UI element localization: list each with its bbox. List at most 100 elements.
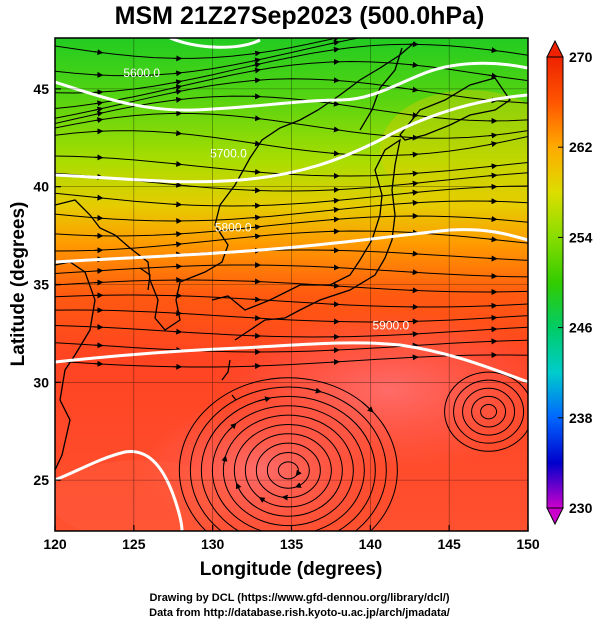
- streamline-arrow: [409, 151, 419, 158]
- height-contours: [55, 38, 528, 531]
- contour-5900-south: [55, 450, 184, 531]
- colorbar-label: 254: [569, 229, 593, 245]
- streamline-arrow: [330, 282, 340, 289]
- streamline-arrow: [94, 267, 104, 274]
- vortex-arrow: [221, 455, 228, 465]
- colorbar-label: 262: [569, 139, 593, 155]
- streamline-arrow: [252, 115, 262, 122]
- vortex-arrow: [361, 401, 374, 413]
- streamline-arrow: [173, 328, 183, 335]
- contour-label: 5900.0: [372, 318, 409, 332]
- streamline-arrow: [488, 132, 498, 139]
- x-axis-ticks: 120 125 130 135 140 145 150: [43, 525, 540, 552]
- streamline-arrow: [173, 96, 183, 103]
- streamline-arrow: [409, 189, 419, 196]
- x-tick-label: 135: [280, 536, 304, 552]
- streamline-arrow: [252, 214, 262, 221]
- streamline-arrow: [409, 61, 419, 68]
- colorbar-label: 238: [569, 410, 593, 426]
- streamline-arrow: [330, 126, 340, 133]
- streamline-arrow: [410, 29, 418, 30]
- vortex-streamline: [222, 414, 354, 527]
- streamline-arrow: [330, 39, 340, 46]
- vortex-arrow: [227, 422, 237, 432]
- colorbar-label: 246: [569, 320, 593, 336]
- streamline-arrow: [252, 140, 262, 147]
- contour-5600: [55, 61, 528, 112]
- streamline-arrow: [330, 150, 340, 157]
- streamline-arrow: [173, 181, 183, 188]
- streamline-arrow: [252, 224, 262, 231]
- vortex-streamline: [200, 395, 376, 531]
- vortex-streamline: [453, 379, 525, 444]
- streamline-arrow: [488, 163, 498, 170]
- vortex-streamline: [266, 452, 310, 489]
- streamline-arrow: [488, 72, 498, 79]
- streamline-arrow: [330, 216, 340, 223]
- streamline-arrow: [488, 47, 498, 54]
- x-axis-label: Longitude (degrees): [200, 559, 383, 580]
- x-tick-label: 145: [437, 536, 461, 552]
- y-tick-label: 40: [33, 179, 49, 195]
- streamline-arrow: [94, 100, 104, 107]
- streamline-arrow: [173, 70, 183, 77]
- streamline-arrow: [252, 50, 262, 57]
- vortex-arrow: [306, 387, 322, 394]
- colorbar-bottom-arrow: [546, 507, 564, 526]
- colorbar-top-arrow: [546, 39, 564, 58]
- contour-5900: [55, 341, 528, 384]
- y-tick-label: 25: [33, 472, 49, 488]
- streamline-arrow: [173, 130, 183, 137]
- contour-labels: 5600.0 5700.0 5800.0 5900.0: [123, 66, 409, 332]
- streamline-arrow: [173, 79, 183, 86]
- vortex-streamline: [255, 442, 321, 499]
- streamline-arrow: [330, 77, 340, 84]
- colorbar-label: 230: [569, 500, 593, 516]
- vortex-streamline: [480, 403, 498, 420]
- x-tick-label: 130: [201, 536, 225, 552]
- streamline-arrow: [409, 180, 419, 187]
- vortex-arrow: [295, 482, 302, 488]
- streamline-arrow: [252, 233, 262, 240]
- vortex-streamline: [189, 386, 387, 531]
- streamline-arrow: [94, 117, 104, 124]
- x-tick-label: 120: [43, 536, 67, 552]
- vortex-arrow: [295, 469, 302, 477]
- streamline-arrow: [173, 160, 183, 167]
- contour-label: 5800.0: [215, 221, 252, 235]
- streamline-arrow: [409, 170, 419, 177]
- vortex-streamline: [178, 377, 398, 531]
- y-tick-label: 45: [33, 81, 49, 97]
- contour-5500: [169, 38, 261, 49]
- y-axis-label: Latitude (degrees): [8, 202, 29, 367]
- vortex-streamline: [211, 405, 365, 531]
- grid-lines: [55, 38, 528, 531]
- streamline-arrow: [488, 141, 498, 148]
- streamline-arrow: [94, 342, 104, 349]
- streamline-arrow: [94, 106, 104, 113]
- y-tick-label: 35: [33, 277, 49, 293]
- streamline-arrow: [94, 214, 104, 221]
- chart-title: MSM 21Z27Sep2023 (500.0hPa): [114, 2, 485, 30]
- x-tick-label: 125: [122, 536, 146, 552]
- contour-label: 5600.0: [123, 66, 160, 80]
- contour-5700: [55, 93, 528, 184]
- colorbar-label: 270: [569, 49, 593, 65]
- streamline-arrow: [409, 112, 419, 119]
- colorbar-gradient: [546, 56, 564, 509]
- contour-label: 5700.0: [210, 146, 247, 160]
- streamline-arrow: [252, 77, 262, 84]
- y-axis-ticks: 25 30 35 40 45: [33, 81, 61, 488]
- streamline-arrow: [251, 67, 262, 74]
- vortex-streamline: [244, 433, 332, 508]
- streamline-arrow: [410, 20, 418, 22]
- contour-5800: [55, 228, 528, 264]
- vortex-streamline: [462, 387, 516, 436]
- vortex-arrow: [257, 396, 271, 403]
- streamline-arrow: [173, 84, 183, 91]
- streamline-arrow: [251, 57, 262, 64]
- streamline-arrow: [252, 168, 262, 175]
- vortex-arrow: [235, 482, 242, 491]
- streamline-arrow: [94, 49, 104, 56]
